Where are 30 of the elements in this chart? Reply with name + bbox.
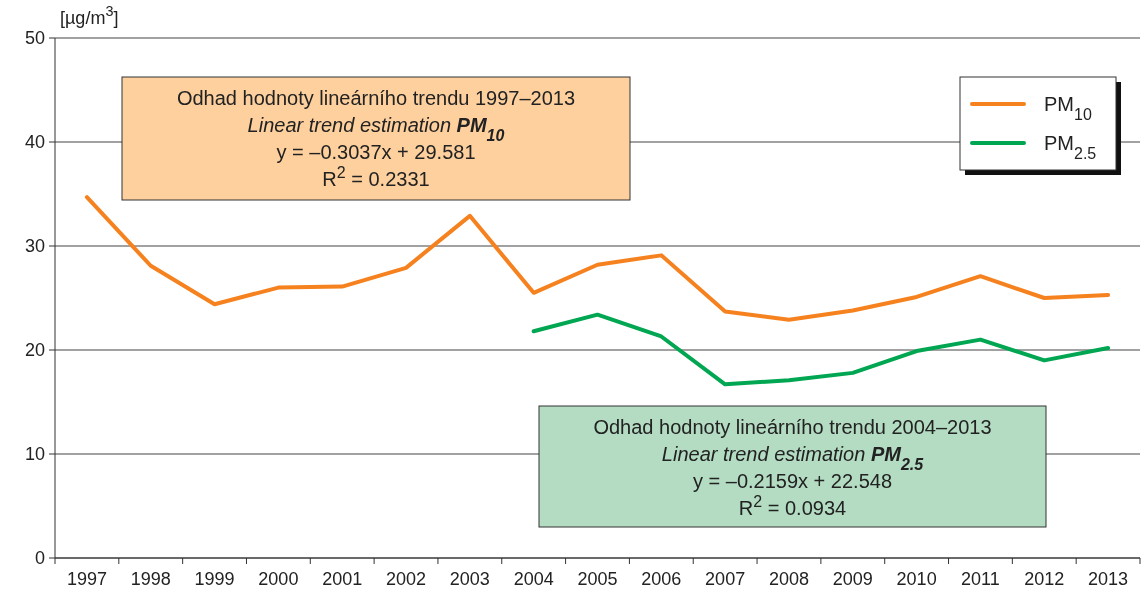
x-tick-label: 1999 (194, 569, 235, 589)
y-tick-label: 0 (34, 548, 45, 569)
legend-label: PM$_{2.5}$ (1044, 132, 1097, 162)
y-tick-label: 30 (24, 236, 45, 257)
y-tick-label: 10 (24, 444, 45, 465)
line-series (84, 195, 1111, 322)
x-tick-label: 2010 (896, 569, 937, 589)
x-tick-label: 1998 (130, 569, 171, 589)
x-tick-label: 2011 (961, 569, 1000, 589)
x-tick-label: 2009 (832, 569, 873, 589)
x-tick-label: 2012 (1024, 569, 1065, 589)
x-tick-label: 2003 (449, 569, 490, 589)
annotation: Odhad hodnoty lineárního trendu 1997–2013 Linear trend estimation PM$_{10}$ y = –0.3037x + 29.581 R$^{2}$ = 0.2331 (176, 87, 576, 190)
x-tick-label: 2004 (513, 569, 554, 589)
x-tick-label: 2002 (386, 569, 427, 589)
x-tick-label: 2005 (577, 569, 618, 589)
y-tick-label: 20 (24, 340, 45, 361)
x-tick-label: 2008 (768, 569, 809, 589)
x-tick-label: 2006 (641, 569, 682, 589)
y-tick-label: 50 (24, 28, 45, 49)
x-tick-label: 2001 (322, 569, 363, 589)
x-tick-label: 2013 (1088, 569, 1129, 589)
x-tick-label: 2007 (705, 569, 746, 589)
y-axis-title: [µg/m$^{3}$] (60, 3, 119, 28)
x-tick-label: 1997 (66, 569, 107, 589)
x-tick-label: 2000 (258, 569, 299, 589)
y-tick-label: 40 (24, 132, 45, 153)
line-series (531, 312, 1111, 387)
legend-label: PM$_{10}$ (1044, 93, 1092, 123)
annotation: Odhad hodnoty lineárního trendu 2004–2013 Linear trend estimation PM$_{2.5}$ y = –0.2159x + 22.548 R$^{2}$ = 0.0934 (593, 416, 992, 519)
